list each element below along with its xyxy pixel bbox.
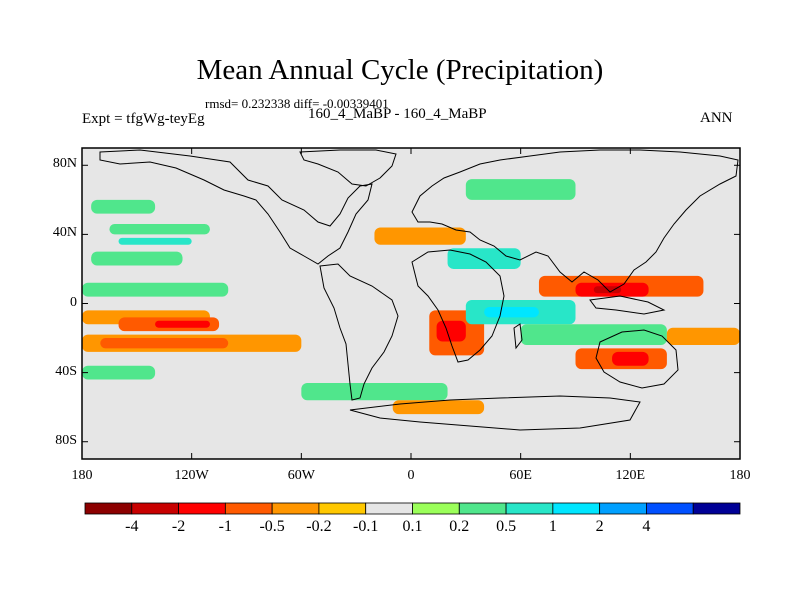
madagascar-outline <box>513 323 523 350</box>
australia-outline <box>595 329 679 389</box>
axis-ticks <box>81 148 741 459</box>
x-tick-label-0: 180 <box>71 468 93 483</box>
colorbar-label-5: -0.1 <box>353 518 379 535</box>
x-tick-label-6: 180 <box>729 468 751 483</box>
x-tick-label-3: 0 <box>407 468 415 483</box>
colorbar-label-10: 2 <box>595 518 604 535</box>
precip-region-26 <box>91 199 156 214</box>
precip-region-10 <box>374 227 466 245</box>
precip-region-6 <box>155 320 210 328</box>
colorbar-label-6: 0.1 <box>402 518 423 535</box>
colorbar-label-4: -0.2 <box>306 518 332 535</box>
indonesia-outline <box>589 295 666 315</box>
x-tick-label-5: 120E <box>615 468 646 483</box>
colorbar-label-11: 4 <box>642 518 651 535</box>
precip-region-21 <box>612 351 649 366</box>
stats-line: rmsd= 0.232338 diff= -0.00339401 <box>205 96 389 111</box>
antarctica-outline <box>349 395 641 431</box>
eurasia-outline <box>411 149 739 293</box>
colorbar-label-1: -2 <box>171 518 186 535</box>
x-tick-label-4: 60E <box>509 468 532 483</box>
precip-region-19 <box>520 324 667 345</box>
season-label: ANN <box>700 110 733 126</box>
africa-outline <box>411 249 505 363</box>
precip-region-12 <box>436 320 466 342</box>
precip-region-23 <box>301 382 448 401</box>
precip-region-0 <box>82 282 229 297</box>
precip-region-8 <box>100 338 229 349</box>
south-america-outline <box>319 263 399 401</box>
precip-region-14 <box>484 306 539 318</box>
experiment-label: Expt = tfgWg-teyEg <box>82 111 205 127</box>
case-label: 160_4_MaBP - 160_4_MaBP <box>308 106 487 122</box>
x-tick-label-2: 60W <box>287 468 315 483</box>
colorbar-label-7: 0.2 <box>449 518 470 535</box>
y-tick-label-1: 40N <box>52 225 77 241</box>
precip-region-25 <box>465 179 576 200</box>
colorbar-label-2: -1 <box>218 518 232 535</box>
precip-field <box>82 179 740 415</box>
y-tick-label-2: 0 <box>70 294 77 310</box>
colorbar-label-0: -4 <box>125 518 139 535</box>
colorbar-label-8: 0.5 <box>496 518 517 535</box>
precip-region-1 <box>91 251 183 266</box>
precip-region-9 <box>82 365 156 380</box>
chart-title: Mean Annual Cycle (Precipitation) <box>196 54 604 86</box>
coastlines <box>99 149 739 431</box>
precip-region-24 <box>392 400 485 415</box>
x-tick-label-1: 120W <box>174 468 209 483</box>
colorbar-label-3: -0.5 <box>259 518 285 535</box>
y-tick-label-4: 80S <box>55 432 77 448</box>
precip-region-22 <box>666 327 740 345</box>
precip-region-3 <box>118 237 192 245</box>
precip-region-2 <box>109 224 210 235</box>
y-tick-label-3: 40S <box>55 363 77 379</box>
y-tick-label-0: 80N <box>52 156 77 172</box>
colorbar-label-9: 1 <box>548 518 557 535</box>
greenland-outline <box>299 149 397 187</box>
north-america-outline <box>99 149 373 265</box>
